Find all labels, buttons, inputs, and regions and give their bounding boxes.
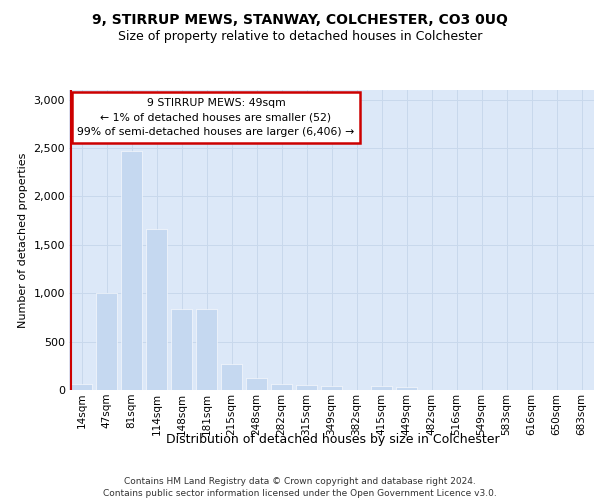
Bar [196,308,217,390]
Bar [71,384,92,390]
Bar [96,293,117,390]
Bar [171,308,192,390]
Bar [221,364,242,390]
Bar [396,387,417,390]
Bar [146,230,167,390]
Text: 9 STIRRUP MEWS: 49sqm
← 1% of detached houses are smaller (52)
99% of semi-detac: 9 STIRRUP MEWS: 49sqm ← 1% of detached h… [77,98,355,137]
Bar [246,378,267,390]
Text: Size of property relative to detached houses in Colchester: Size of property relative to detached ho… [118,30,482,43]
Text: Distribution of detached houses by size in Colchester: Distribution of detached houses by size … [166,432,500,446]
Text: Contains HM Land Registry data © Crown copyright and database right 2024.: Contains HM Land Registry data © Crown c… [124,478,476,486]
Bar [121,151,142,390]
Bar [271,384,292,390]
Bar [321,386,342,390]
Text: Contains public sector information licensed under the Open Government Licence v3: Contains public sector information licen… [103,489,497,498]
Y-axis label: Number of detached properties: Number of detached properties [17,152,28,328]
Bar [371,386,392,390]
Bar [296,385,317,390]
Text: 9, STIRRUP MEWS, STANWAY, COLCHESTER, CO3 0UQ: 9, STIRRUP MEWS, STANWAY, COLCHESTER, CO… [92,12,508,26]
